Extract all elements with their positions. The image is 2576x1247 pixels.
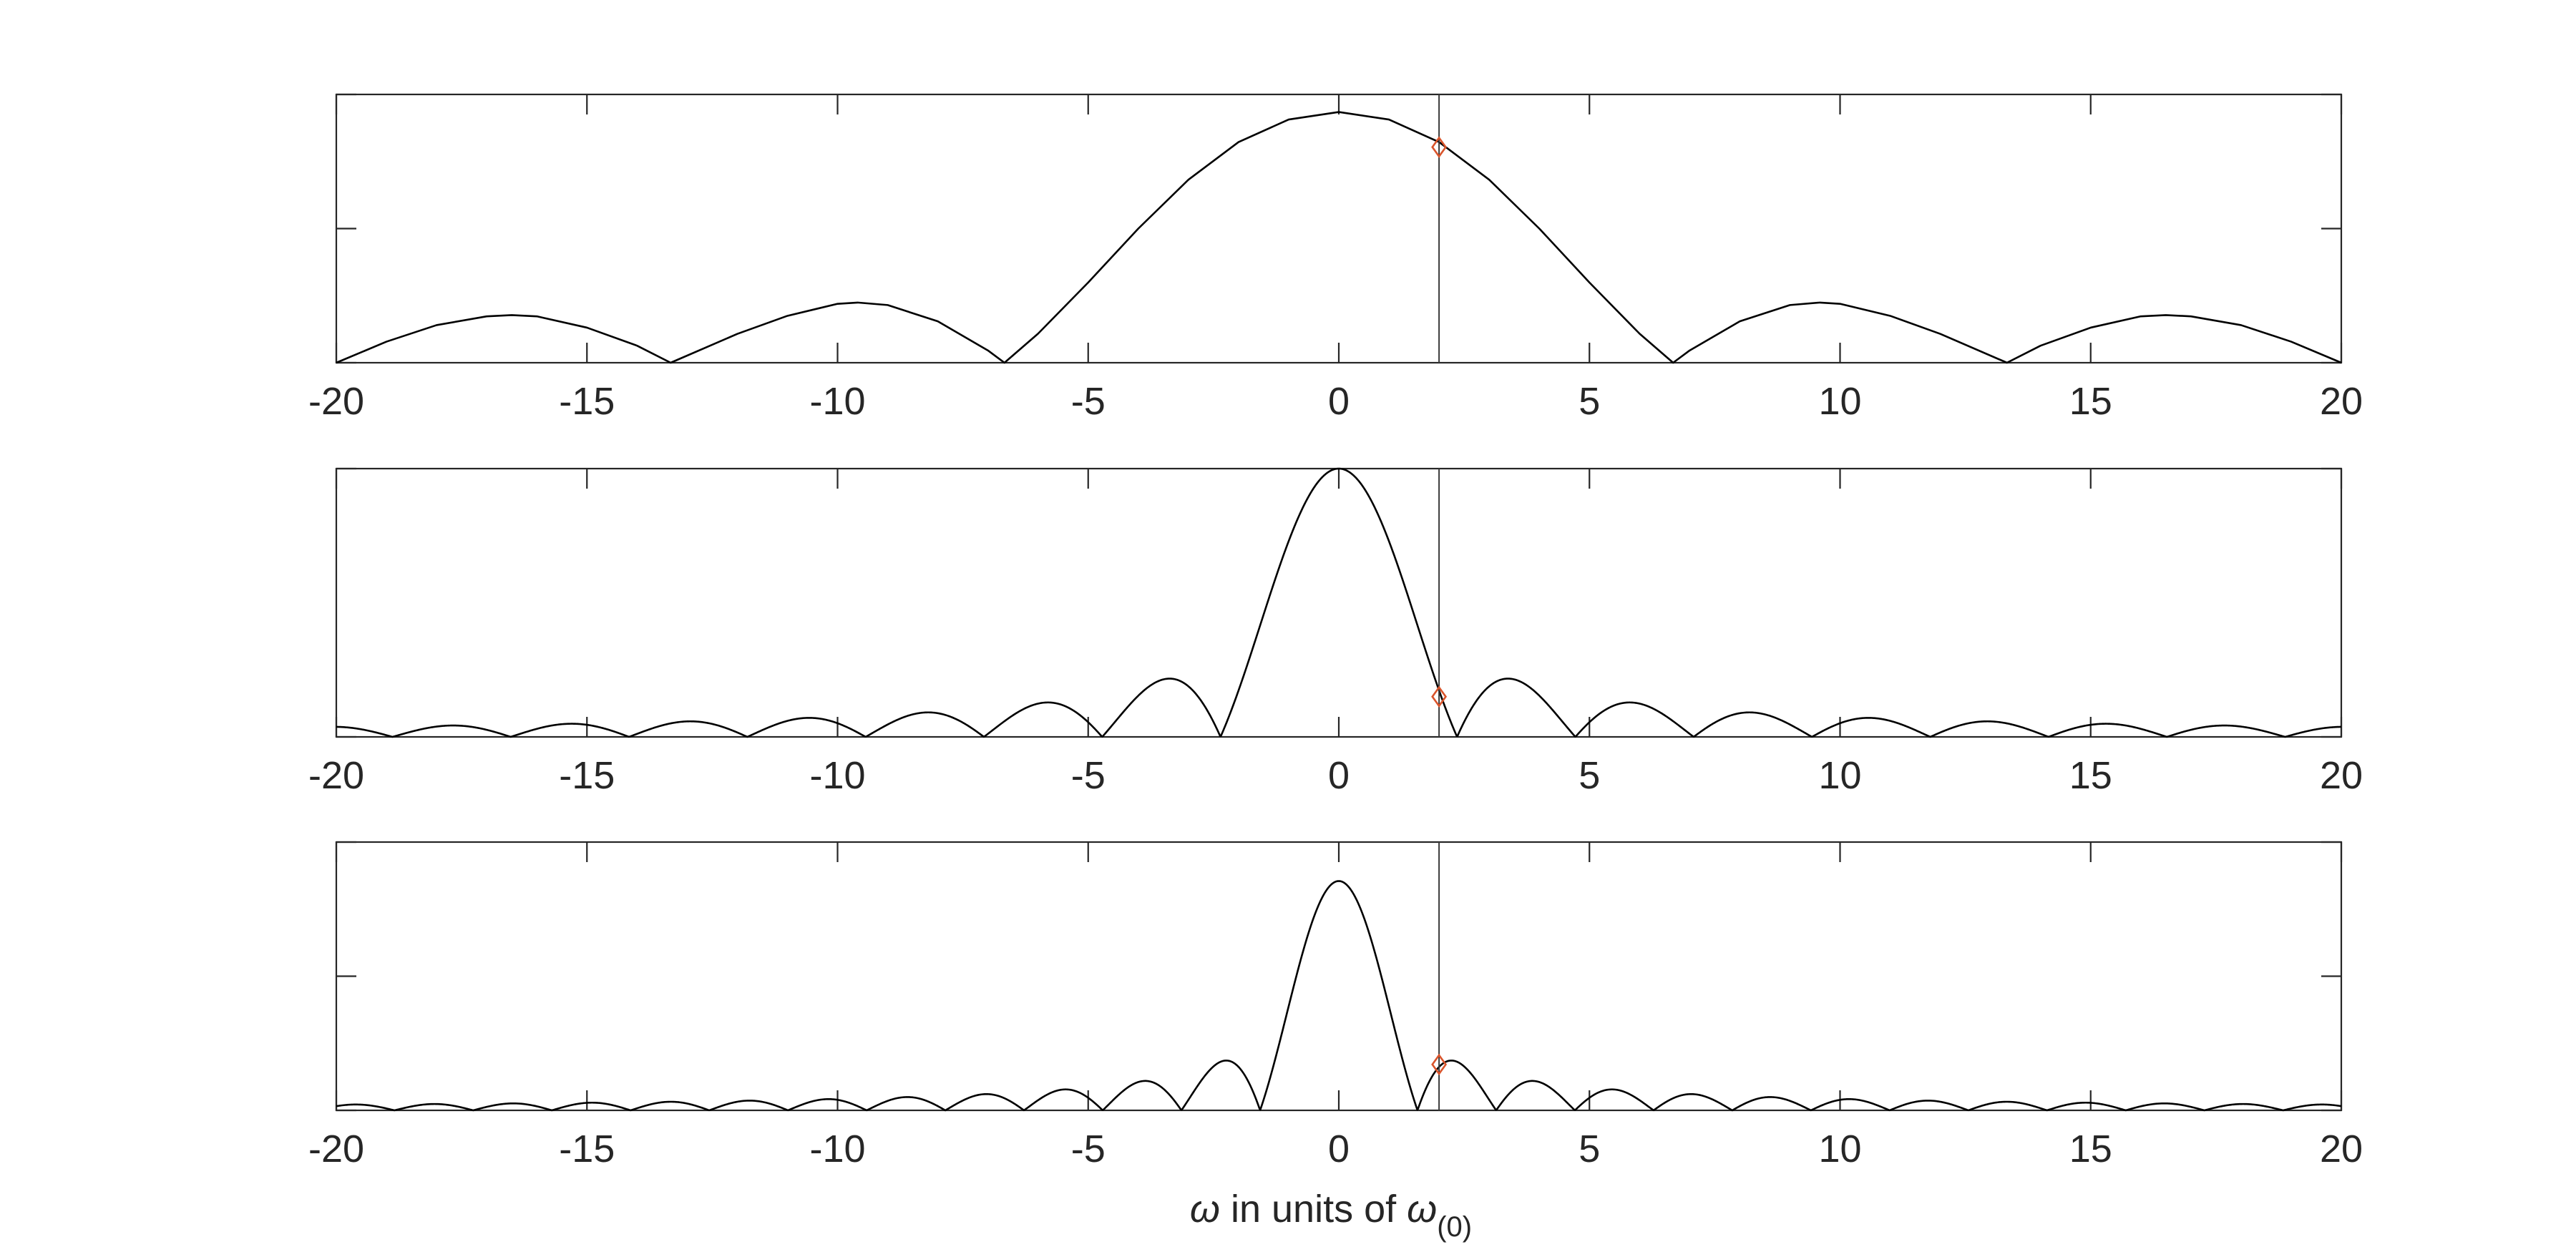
x-tick-label: 15 xyxy=(2069,380,2112,423)
series-line-1 xyxy=(336,111,2342,364)
omega-symbol: ω xyxy=(1190,1188,1220,1231)
x-tick-label: 10 xyxy=(1818,754,1861,797)
x-tick-label: -15 xyxy=(559,380,615,423)
x-tick-label: 20 xyxy=(2320,380,2363,423)
x-tick-label: 20 xyxy=(2320,1128,2363,1170)
omega-symbol-2: ω xyxy=(1407,1188,1437,1231)
diamond-marker xyxy=(1431,685,1448,708)
x-tick-label: 0 xyxy=(1328,1128,1350,1170)
x-tick-label: 10 xyxy=(1818,380,1861,423)
x-tick-label: -5 xyxy=(1071,1128,1106,1170)
series-line-1 xyxy=(336,880,2342,1112)
x-tick-label: 10 xyxy=(1818,1128,1861,1170)
axes-frame xyxy=(335,467,2343,738)
x-tick-label: 0 xyxy=(1328,754,1350,797)
x-tick-label: -10 xyxy=(809,380,865,423)
subplot-2: -20 -15 -10 -5 0 5 10 15 20 xyxy=(308,467,2363,797)
series-line-1 xyxy=(336,467,2342,738)
axes-frame xyxy=(335,841,2343,1112)
x-tick-label: 15 xyxy=(2069,1128,2112,1170)
x-tick-label: 5 xyxy=(1579,380,1600,423)
x-axis-label-subscript: (0) xyxy=(1437,1211,1472,1243)
x-tick-label: 15 xyxy=(2069,754,2112,797)
subplot-1: -20 -15 -10 -5 0 5 10 15 20 xyxy=(308,93,2363,423)
x-axis-label-text: in units of xyxy=(1220,1188,1407,1231)
axes-frame xyxy=(335,93,2343,364)
x-tick-label: -10 xyxy=(809,754,865,797)
x-tick-label: -15 xyxy=(559,754,615,797)
x-tick-label: 5 xyxy=(1579,754,1600,797)
subplot-panels: -20 -15 -10 -5 0 5 10 15 20-20 -15 -10 -5 0 5 10 15 20-2… xyxy=(308,93,2363,1170)
subplot-3: -20 -15 -10 -5 0 5 10 15 20 xyxy=(308,841,2363,1170)
x-tick-label: 20 xyxy=(2320,754,2363,797)
x-tick-label: -20 xyxy=(308,754,364,797)
x-tick-label: -10 xyxy=(809,1128,865,1170)
x-tick-label: -20 xyxy=(308,380,364,423)
x-tick-label: -20 xyxy=(308,1128,364,1170)
x-tick-label: -5 xyxy=(1071,380,1106,423)
x-tick-label: -5 xyxy=(1071,754,1106,797)
x-tick-label: -15 xyxy=(559,1128,615,1170)
x-tick-label: 0 xyxy=(1328,380,1350,423)
diamond-marker xyxy=(1431,1053,1448,1076)
x-tick-label: 5 xyxy=(1579,1128,1600,1170)
diamond-marker xyxy=(1431,136,1448,158)
x-axis-label: ω in units of ω(0) xyxy=(1190,1188,1472,1243)
